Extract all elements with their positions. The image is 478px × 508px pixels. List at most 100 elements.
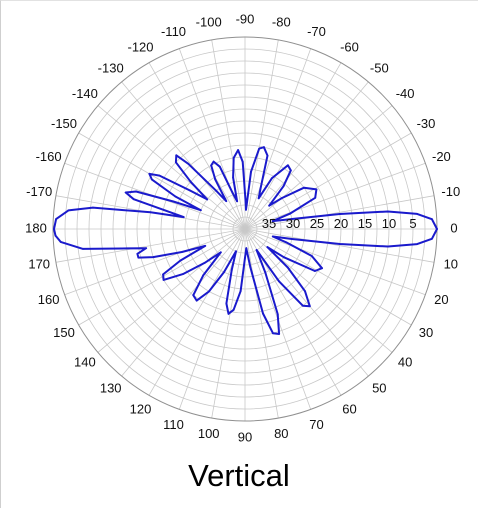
pattern-point [431,218,433,221]
ring-tick-label: 10 [382,216,396,231]
pattern-point [338,213,341,215]
grid-ring [184,168,306,290]
pattern-point [321,267,323,270]
pattern-point [202,274,205,277]
pattern-point [235,250,237,253]
pattern-point [199,209,202,212]
pattern-point [271,220,274,223]
pattern-point [266,154,269,157]
ring-tick-label: 25 [310,216,324,231]
pattern-point [162,279,165,281]
pattern-point [236,200,239,203]
pattern-point [431,237,433,240]
pattern-point [175,154,178,157]
pattern-point [132,198,135,201]
pattern-point [137,256,140,259]
angle-tick-label: -100 [196,15,222,30]
grid-ring [172,156,318,302]
pattern-point [227,312,230,315]
pattern-layer [53,146,438,335]
angle-tick-label: -90 [236,11,255,26]
pattern-point [266,246,269,249]
pattern-point [189,180,192,183]
pattern-point [182,216,185,219]
pattern-point [232,157,235,159]
pattern-point [237,149,240,152]
angle-tick-label: 100 [198,426,220,441]
pattern-point [257,197,260,200]
pattern-point [203,262,206,264]
pattern-point [120,247,123,250]
angle-tick-label: -20 [432,149,451,164]
pattern-point [162,273,165,276]
pattern-point [308,305,311,308]
ring-tick-label: 30 [286,216,300,231]
pattern-point [287,164,289,167]
angle-tick-label: 160 [38,292,60,307]
pattern-point [280,197,283,200]
ring-tick-label: 35 [262,216,276,231]
grid-ring [76,60,414,398]
pattern-point [268,204,271,207]
pattern-point [182,273,184,275]
pattern-point [164,209,167,212]
angle-tick-label: -110 [161,24,186,39]
pattern-point [272,332,274,335]
angle-tick-label: 140 [74,355,96,370]
polar-grid [52,36,438,422]
pattern-point [310,255,313,257]
pattern-point [55,218,57,221]
pattern-point [245,247,248,250]
pattern-point [179,259,182,262]
pattern-point [158,174,161,177]
angle-tick-label: -120 [127,39,153,54]
angle-tick-label: -30 [417,116,436,131]
pattern-point [135,190,138,193]
pattern-point [225,200,228,203]
pattern-point [291,218,293,220]
polar-chart: 0 10 20 30 40 50 60 70 80 90 100 110 120 130 140 150 160… [25,11,460,444]
angle-labels: 0 10 20 30 40 50 60 70 80 90 100 110 120 130 140 150 160… [25,11,460,444]
angle-tick-label: 150 [53,325,75,340]
pattern-point [187,162,190,165]
angle-tick-label: 110 [163,417,184,432]
grid-ring [64,48,426,410]
pattern-point [250,170,252,173]
pattern-point [259,187,262,190]
pattern-point [315,188,318,191]
pattern-point [282,185,285,188]
pattern-point [239,290,242,293]
pattern-point [289,169,292,172]
pattern-point [258,147,261,150]
pattern-point [215,189,218,192]
pattern-point [219,251,222,254]
pattern-point [285,241,287,244]
grid-ring [136,120,354,338]
pattern-point [314,196,317,199]
grid-ring [232,216,258,242]
pattern-point [232,176,235,179]
pattern-point [245,208,247,211]
grid-ring [112,96,378,362]
pattern-point [82,248,84,250]
ring-tick-label: 5 [409,216,416,231]
angle-tick-label: 120 [130,401,152,416]
ring-tick-label: 15 [358,216,372,231]
pattern-point [271,177,273,180]
angle-tick-label: -40 [396,86,415,101]
angle-tick-label: -130 [98,60,124,75]
pattern-point [181,251,183,253]
angle-tick-label: 50 [372,381,386,396]
pattern-point [124,191,127,194]
pattern-point [232,308,235,311]
pattern-point [214,178,217,181]
pattern-point [53,228,55,230]
pattern-point [278,280,280,283]
grid-ring [88,72,402,386]
pattern-point [387,210,389,213]
pattern-point [59,241,62,243]
angle-tick-label: 40 [398,355,412,370]
angle-tick-label: 80 [274,426,288,441]
pattern-point [92,206,94,209]
